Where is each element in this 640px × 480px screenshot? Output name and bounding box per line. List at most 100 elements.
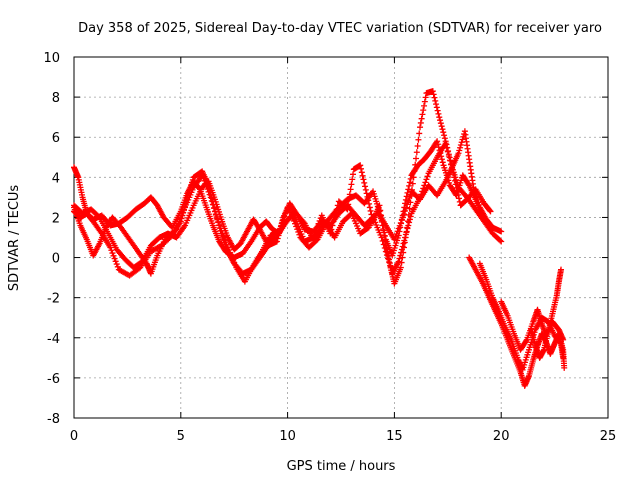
data-point-marker (413, 155, 420, 162)
data-point-marker (418, 115, 425, 122)
data-point-marker (441, 132, 448, 139)
data-point-marker (497, 237, 504, 244)
data-point-marker (405, 186, 412, 193)
data-point-marker (434, 138, 441, 145)
data-point-marker (406, 182, 413, 189)
data-point-marker (363, 190, 370, 197)
data-point-marker (439, 159, 446, 166)
data-point-marker (431, 94, 438, 101)
data-point-marker (289, 215, 296, 222)
data-point-marker (395, 258, 402, 265)
x-tick-label: 25 (600, 429, 617, 444)
data-point-marker (441, 135, 448, 142)
data-point-marker (443, 144, 450, 151)
y-tick-label: -6 (47, 372, 60, 387)
plot-frame (73, 56, 609, 419)
x-tick-label: 5 (177, 429, 185, 444)
data-point-marker (486, 207, 493, 214)
data-point-marker (273, 238, 280, 245)
data-point-marker (498, 238, 505, 245)
y-tick-label: 0 (52, 252, 60, 267)
series-track-8 (528, 266, 565, 361)
data-point-marker (446, 157, 453, 164)
data-point-marker (557, 339, 564, 346)
data-point-marker (401, 211, 408, 218)
data-point-marker (172, 227, 179, 234)
data-point-marker (437, 120, 444, 127)
data-point-marker (392, 233, 399, 240)
data-point-marker (361, 179, 368, 186)
data-point-marker (398, 246, 405, 253)
data-point-marker (282, 210, 289, 217)
data-point-marker (345, 201, 352, 208)
data-point-marker (404, 225, 411, 232)
data-points (71, 88, 568, 389)
data-point-marker (452, 181, 459, 188)
data-point-marker (422, 179, 429, 186)
data-point-marker (487, 208, 494, 215)
data-point-marker (442, 140, 449, 147)
data-point-marker (393, 230, 400, 237)
data-point-marker (402, 207, 409, 214)
data-point-marker (314, 223, 321, 230)
data-point-marker (204, 186, 211, 193)
axis-ticks: 0 5 10 15 20 25 -8 -6 -4 -2 0 2 4 6 8 10 (43, 51, 616, 444)
data-point-marker (358, 169, 365, 176)
data-point-marker (114, 263, 121, 270)
data-point-marker (406, 179, 413, 186)
data-point-marker (420, 107, 427, 114)
series-track-6 (476, 260, 567, 373)
data-point-marker (107, 244, 114, 251)
x-tick-label: 0 (70, 429, 78, 444)
data-point-marker (435, 144, 442, 151)
data-point-marker (429, 88, 436, 95)
data-point-marker (313, 237, 320, 244)
data-point-marker (109, 250, 116, 257)
data-point-marker (421, 102, 428, 109)
y-tick-label: 8 (52, 91, 60, 106)
data-point-marker (387, 263, 394, 270)
x-axis-label: GPS time / hours (287, 459, 396, 474)
data-point-marker (436, 147, 443, 154)
data-point-marker (293, 223, 300, 230)
data-point-marker (296, 231, 303, 238)
data-point-marker (406, 219, 413, 226)
data-point-marker (300, 219, 307, 226)
y-tick-label: 4 (52, 171, 60, 186)
data-point-marker (451, 174, 458, 181)
data-point-marker (343, 205, 350, 212)
data-point-marker (402, 231, 409, 238)
data-point-marker (214, 215, 221, 222)
data-point-marker (399, 243, 406, 250)
data-point-marker (348, 181, 355, 188)
data-point-marker (358, 165, 365, 172)
data-point-marker (434, 107, 441, 114)
data-point-marker (113, 261, 120, 268)
data-point-marker (281, 213, 288, 220)
data-point-marker (461, 130, 468, 137)
data-point-marker (295, 228, 302, 235)
data-point-marker (414, 142, 421, 149)
data-point-marker (362, 183, 369, 190)
data-point-marker (329, 222, 336, 229)
data-point-marker (381, 229, 388, 236)
data-point-marker (362, 186, 369, 193)
data-point-marker (403, 228, 410, 235)
data-point-marker (294, 226, 301, 233)
data-point-marker (558, 266, 565, 273)
data-point-marker (439, 126, 446, 133)
data-point-marker (405, 198, 412, 205)
data-point-marker (350, 171, 357, 178)
data-point-marker (438, 123, 445, 130)
data-point-marker (404, 201, 411, 208)
y-axis-label: SDTVAR / TECUs (7, 185, 22, 292)
data-point-marker (396, 222, 403, 229)
data-point-marker (415, 136, 422, 143)
data-point-marker (438, 153, 445, 160)
data-point-marker (396, 255, 403, 262)
chart-title: Day 358 of 2025, Sidereal Day-to-day VTE… (78, 21, 602, 36)
data-point-marker (173, 226, 180, 233)
data-point-marker (349, 176, 356, 183)
data-point-marker (315, 220, 322, 227)
